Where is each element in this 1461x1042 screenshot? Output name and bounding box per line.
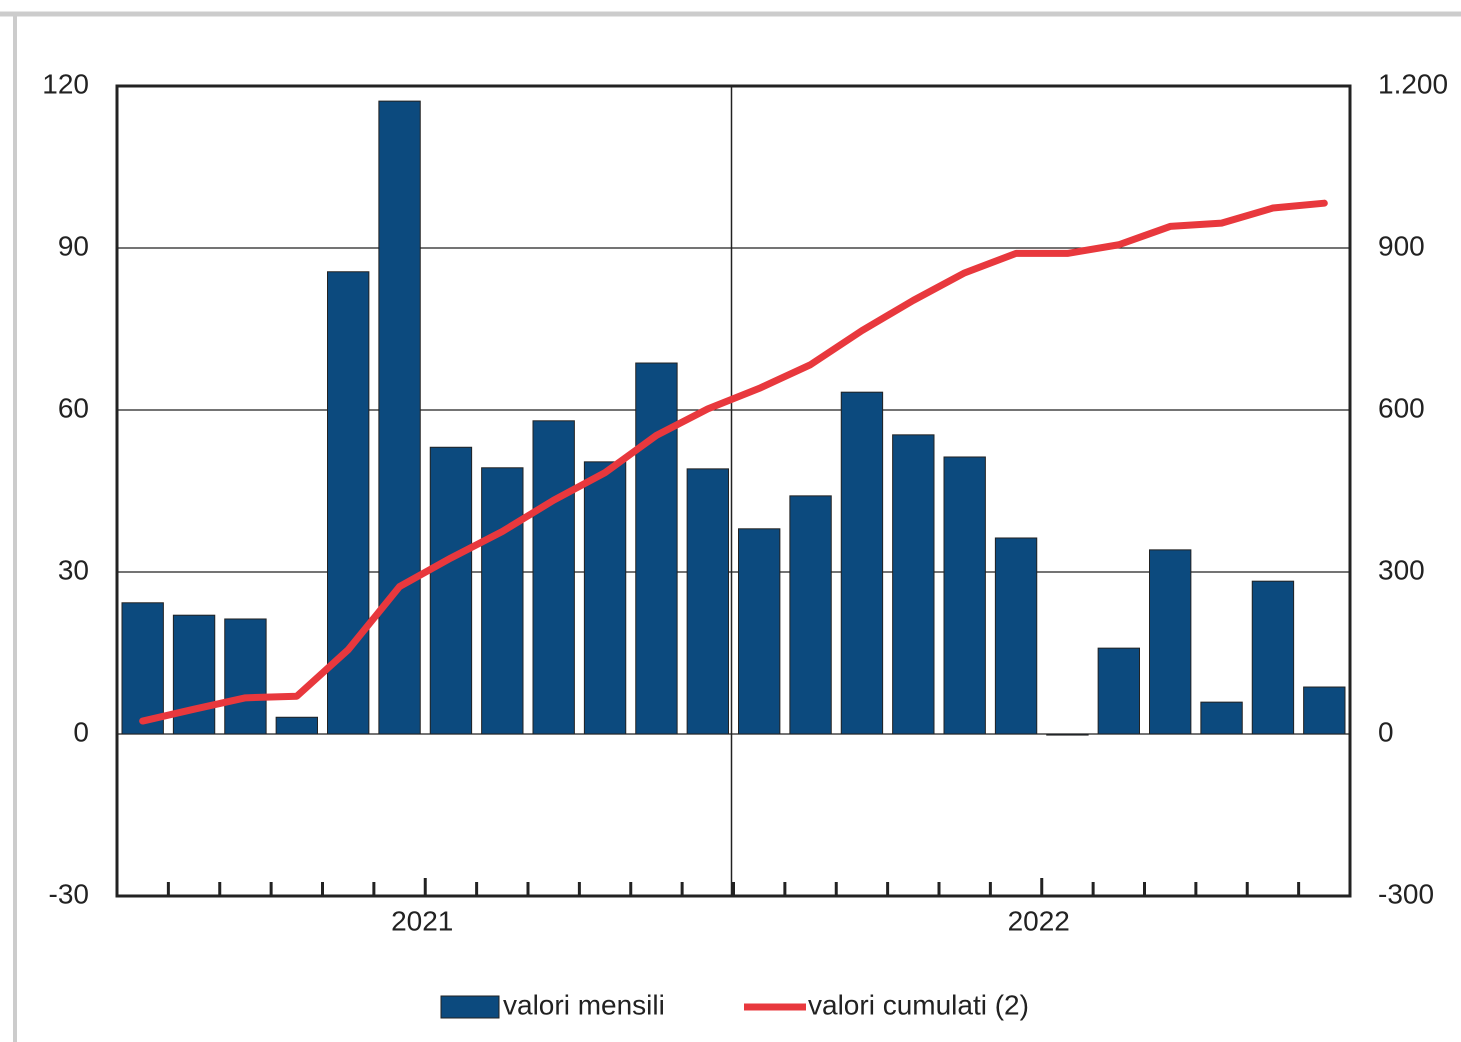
bar [481, 467, 524, 735]
bar [738, 528, 781, 735]
y-tick-label: 120 [42, 68, 89, 99]
bar [994, 537, 1038, 735]
y2-tick-label: 0 [1378, 716, 1394, 747]
bar [1097, 647, 1140, 735]
y2-tick-label: -300 [1378, 878, 1434, 909]
legend-label: valori cumulati (2) [808, 989, 1029, 1020]
bar [635, 362, 678, 735]
y-tick-label: 0 [73, 716, 89, 747]
legend-label: valori mensili [503, 989, 665, 1020]
bar [686, 468, 729, 735]
bar [429, 446, 473, 735]
y-tick-label: 90 [58, 230, 89, 261]
legend-swatch [440, 995, 500, 1019]
bar [327, 271, 370, 735]
y2-tick-label: 900 [1378, 230, 1425, 261]
bar [121, 602, 164, 735]
bar [943, 456, 986, 735]
y-tick-label: 30 [58, 554, 89, 585]
y2-tick-label: 1.200 [1378, 68, 1448, 99]
bar [1251, 580, 1295, 735]
bar [840, 391, 884, 735]
bar [583, 461, 627, 735]
bar [1200, 701, 1243, 735]
legend: valori mensili valori cumulati (2) [440, 989, 1029, 1020]
bar [789, 495, 832, 735]
bar [1303, 686, 1346, 735]
x-tick-label: 2021 [391, 905, 453, 936]
y-tick-label: 60 [58, 392, 89, 423]
x-tick-label: 2022 [1008, 905, 1070, 936]
y2-tick-label: 300 [1378, 554, 1425, 585]
y-tick-label: -30 [49, 878, 89, 909]
plot-border [115, 84, 1352, 898]
bar [532, 420, 575, 735]
bar [1046, 733, 1089, 736]
bar [378, 100, 421, 735]
bar [892, 434, 935, 735]
y2-tick-label: 600 [1378, 392, 1425, 423]
bar [1149, 549, 1192, 735]
bar [224, 618, 267, 735]
bar [275, 716, 318, 735]
bar [172, 614, 216, 735]
line [139, 199, 1328, 725]
